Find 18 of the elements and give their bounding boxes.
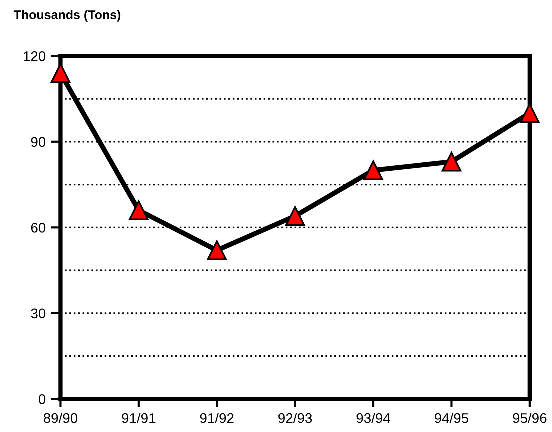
y-tick-label: 30 <box>31 308 46 319</box>
y-tick-label: 60 <box>31 223 46 233</box>
point <box>285 206 306 226</box>
point <box>442 152 462 172</box>
y-tick-label: 120 <box>24 51 46 62</box>
y-axis-title: Thousands (Tons) <box>14 10 121 22</box>
y-tick-label: 90 <box>31 137 46 148</box>
point <box>364 160 384 180</box>
y-tick-label: 0 <box>38 394 46 404</box>
x-tick-label: 89/90 <box>44 413 78 424</box>
x-tick-label: 91/92 <box>200 413 234 424</box>
x-tick-label: 92/93 <box>278 413 312 424</box>
x-tick-label: 93/94 <box>356 413 390 424</box>
point <box>207 240 227 260</box>
x-tick-label: 94/95 <box>434 413 469 424</box>
x-tick-label: 91/91 <box>122 413 156 424</box>
x-tick-label: 95/96 <box>513 413 547 424</box>
point <box>129 200 149 220</box>
